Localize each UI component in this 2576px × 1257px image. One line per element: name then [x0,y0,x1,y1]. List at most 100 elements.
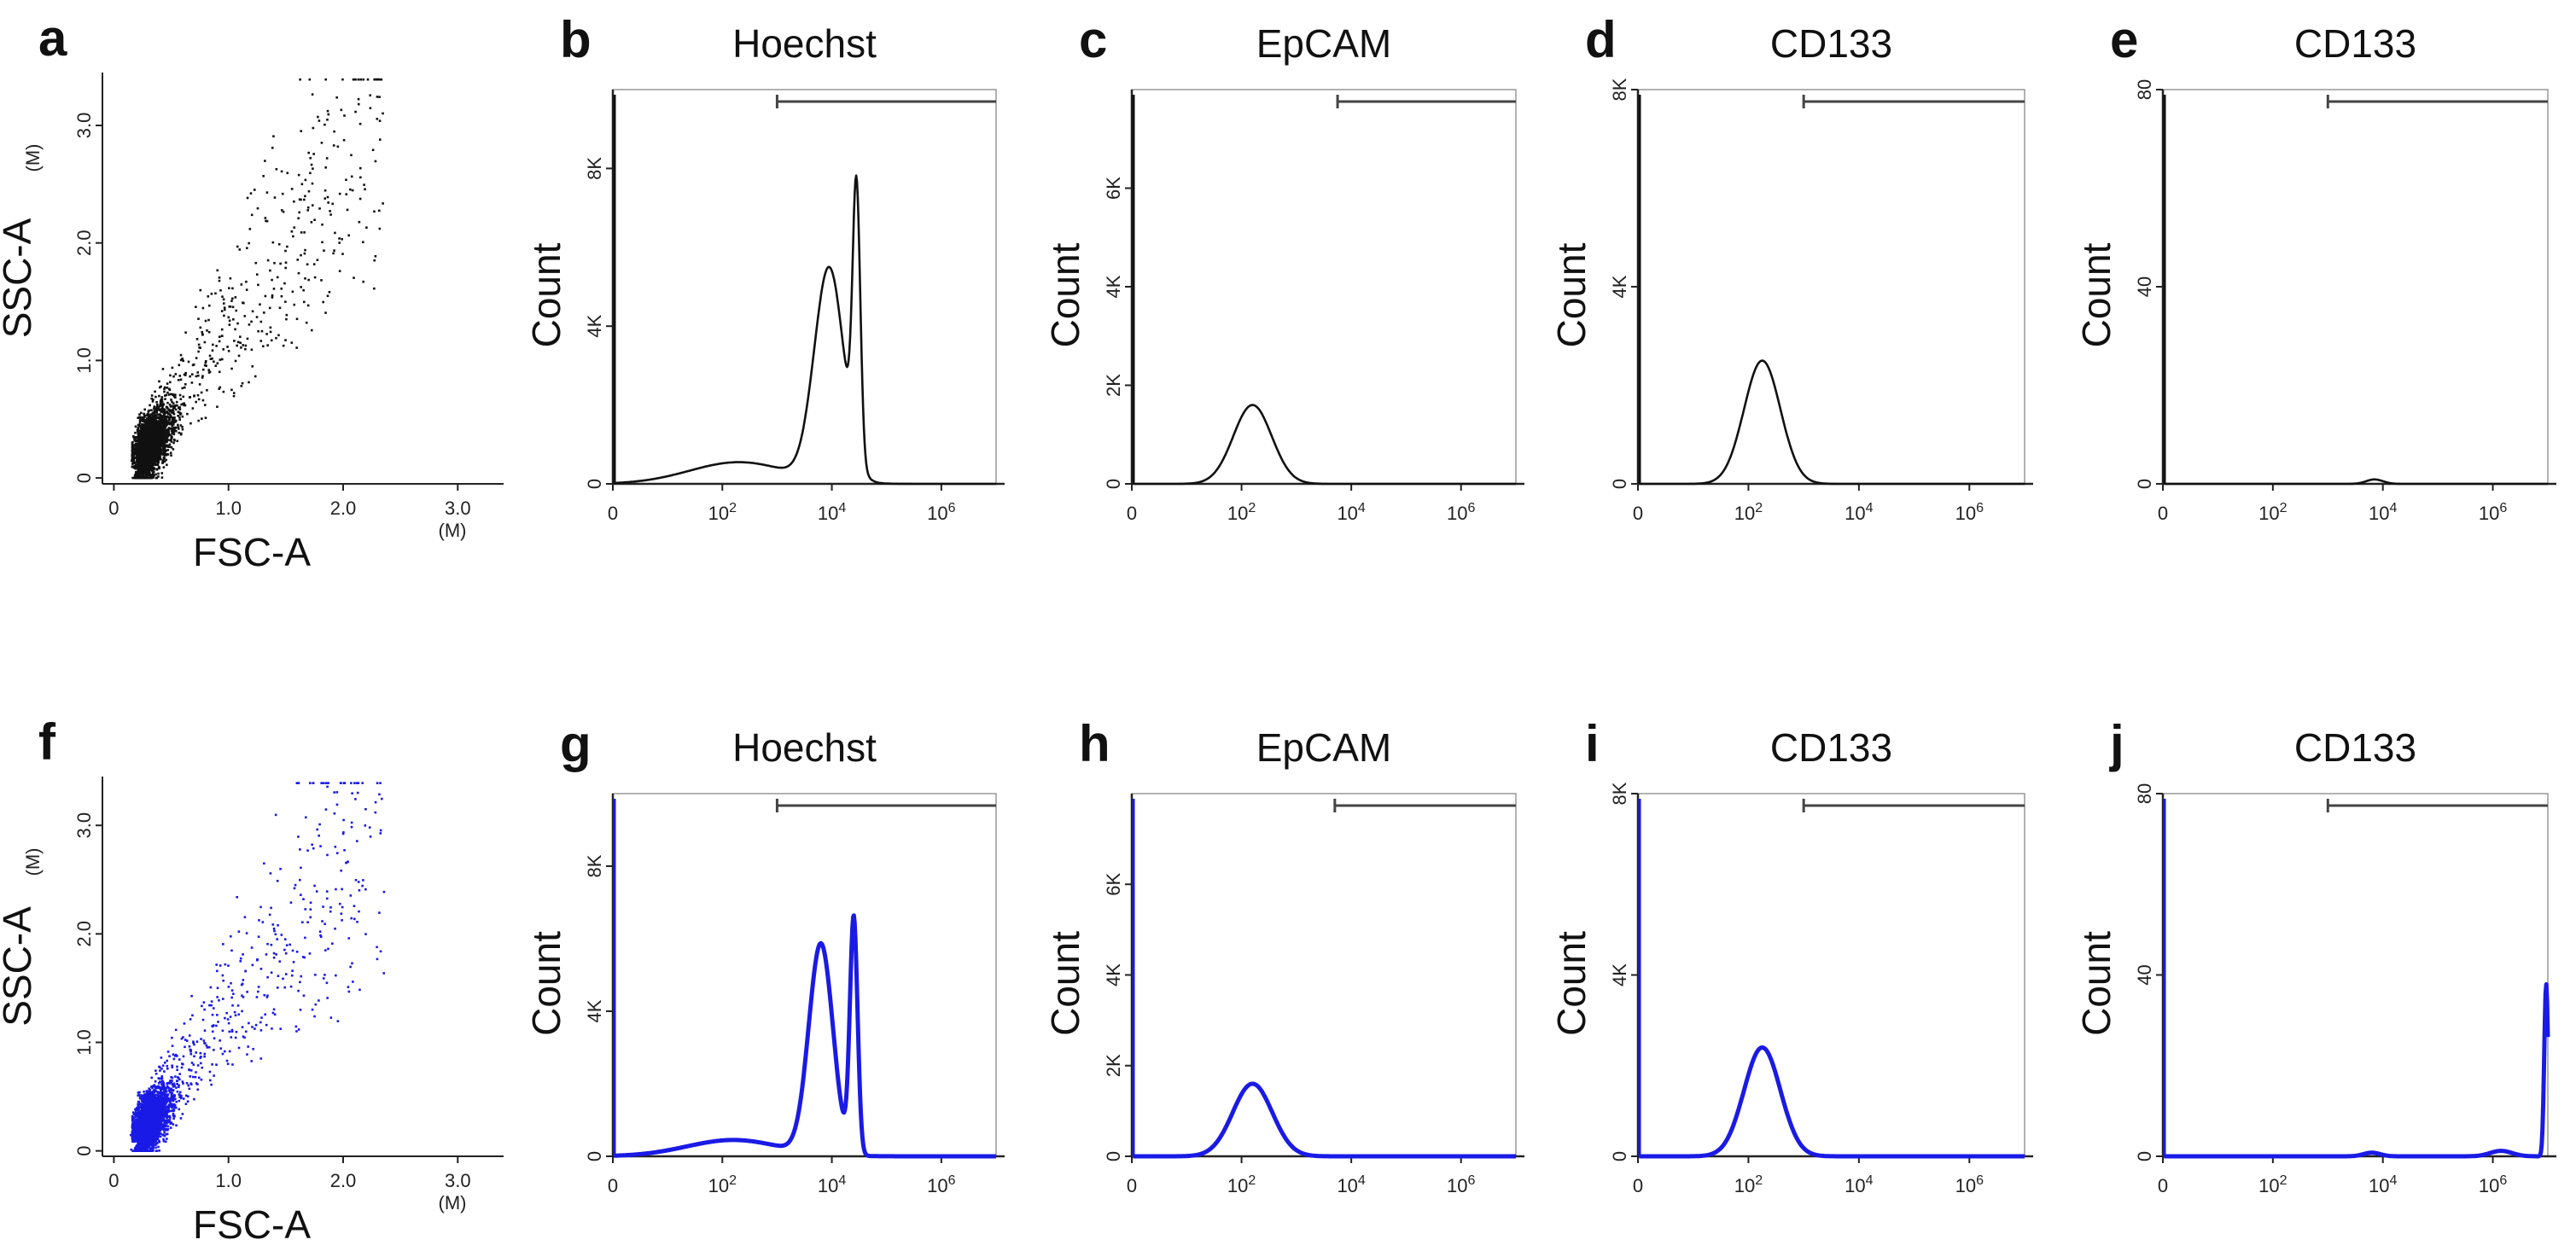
scatter-point [179,424,183,427]
scatter-point [131,457,134,460]
scatter-point [131,444,134,446]
scatter-point [134,435,137,439]
scatter-point [156,403,159,406]
scatter-point [304,178,307,182]
scatter-point [162,451,166,453]
scatter-point [216,269,219,272]
scatter-point [190,381,194,384]
scatter-point [152,462,155,464]
scatter-point [155,427,158,430]
scatter-point [158,386,161,389]
scatter-point [262,175,265,177]
scatter-point [222,390,225,393]
scatter-point [232,392,236,394]
scatter-point [174,404,177,407]
scatter-point [169,405,172,408]
scatter-point [162,448,166,451]
scatter-point [158,457,160,461]
scatter-point [154,460,156,463]
scatter-point [160,419,162,422]
scatter-point [223,306,226,309]
scatter-point [227,350,230,352]
scatter-point [151,446,154,450]
scatter-point [357,78,360,81]
scatter-point [318,207,321,210]
scatter-point [166,439,168,442]
scatter-point [154,456,157,459]
scatter-point [373,287,376,290]
scatter-point [171,428,173,430]
panel-label: a [38,9,67,67]
scatter-point [184,374,187,376]
scatter-point [229,276,232,280]
scatter-point [231,287,234,290]
scatter-point [145,463,148,466]
scatter-point [131,451,134,455]
scatter-point [146,447,149,451]
scatter-point [154,442,158,445]
scatter-point [197,374,200,377]
scatter-point [173,439,176,442]
scatter-point [144,456,148,458]
scatter-point [178,393,182,397]
scatter-point [269,269,271,272]
scatter-point [145,451,149,455]
tick-base: 10 [1227,503,1248,524]
scatter-point [156,448,159,451]
scatter-point [374,254,377,258]
scatter-point [163,390,166,393]
scatter-point [143,425,146,428]
scatter-point [168,381,172,384]
scatter-point [147,410,150,413]
scatter-point [203,364,207,367]
scatter-point [152,457,154,460]
scatter-point [157,472,160,475]
y-axis-label: Count [1549,242,1594,347]
scatter-point [177,379,180,381]
scatter-point [166,391,169,394]
scatter-point [359,166,362,170]
scatter-point [163,434,166,437]
y-unit-label: (M) [22,848,44,876]
scatter-point [142,420,144,423]
scatter-point [150,413,153,416]
scatter-point [158,420,160,423]
scatter-point [358,220,361,224]
scatter-point [147,438,150,441]
scatter-point [255,273,259,276]
scatter-point [210,293,213,295]
scatter-point [295,317,299,321]
scatter-point [153,449,155,452]
scatter-point [174,396,177,399]
scatter-point [136,467,139,469]
scatter-point [134,445,137,449]
scatter-point [154,410,157,414]
scatter-point [154,439,157,442]
scatter-point [340,108,343,112]
scatter-point [144,424,148,428]
scatter-point [350,154,353,157]
scatter-point [178,408,182,410]
scatter-point [152,473,154,476]
scatter-point [286,172,289,175]
scatter-point [149,466,153,469]
scatter-point [241,381,244,385]
scatter-point [172,412,175,416]
scatter-point [313,276,317,279]
scatter-point [157,454,160,457]
scatter-point [162,1084,166,1086]
scatter-point [307,151,310,154]
scatter-point [178,375,182,377]
scatter-point [266,344,269,346]
scatter-point [265,333,268,335]
scatter-point [250,348,254,352]
scatter-point [133,444,137,446]
scatter-point [165,434,168,437]
scatter-point [379,78,382,81]
scatter-point [155,400,158,404]
scatter-point [326,294,329,298]
scatter-point [145,439,149,443]
scatter-point [282,210,285,213]
